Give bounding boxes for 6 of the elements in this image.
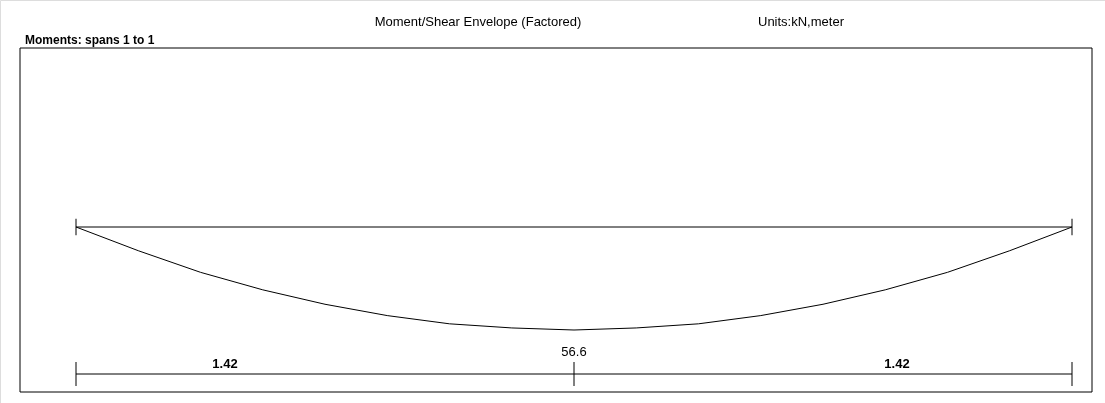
- text: 1.42: [212, 356, 238, 371]
- text: Moments: spans 1 to 1: [25, 33, 155, 47]
- chart-title: Moment/Shear Envelope (Factored): [374, 14, 582, 29]
- text: 56.6: [561, 344, 587, 359]
- chart-subtitle: Units:kN,meter: [758, 14, 845, 29]
- text: 1.42: [884, 356, 910, 371]
